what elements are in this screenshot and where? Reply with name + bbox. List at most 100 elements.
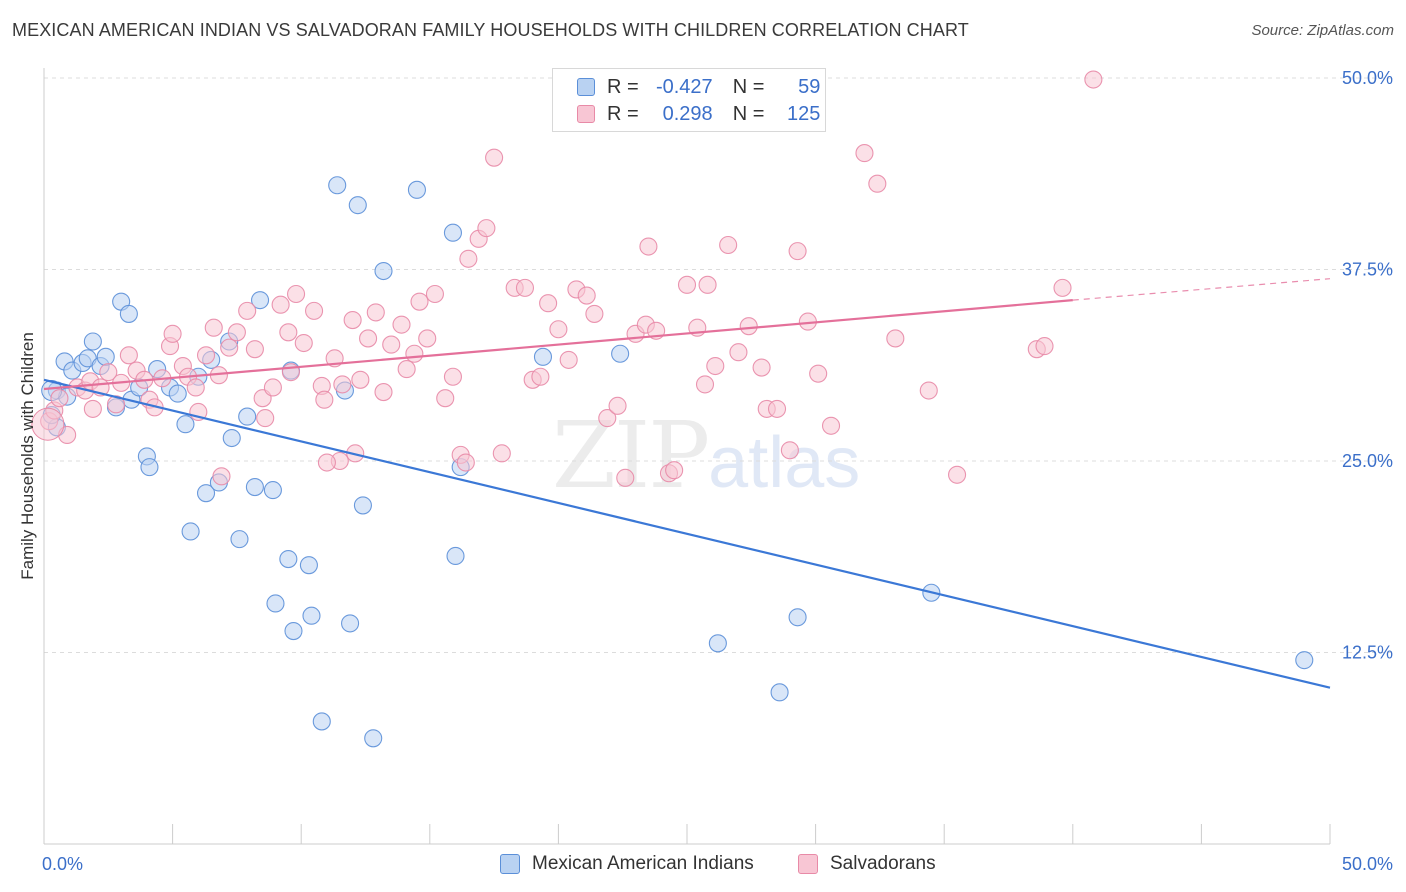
legend-swatch-pink — [577, 105, 595, 123]
bottom-legend-label-pink: Salvadorans — [830, 853, 936, 874]
salvadorans-point — [886, 329, 905, 348]
salvadorans-point — [577, 286, 596, 305]
salvadorans-point — [788, 242, 807, 261]
salvadorans-point — [639, 237, 658, 256]
x-tick-label: 0.0% — [42, 854, 83, 874]
salvadorans-point — [305, 301, 324, 320]
salvadorans-point — [186, 378, 205, 397]
salvadorans-point — [868, 174, 887, 193]
salvadorans-point — [459, 249, 478, 268]
salvadorans-point — [616, 468, 635, 487]
series-salvadorans — [31, 70, 1103, 487]
salvadorans-point — [287, 284, 306, 304]
salvadorans-point — [752, 358, 771, 377]
mexican-american-indians-point — [611, 344, 630, 363]
legend-row-pink: R = 0.298 N = 125 — [577, 102, 820, 126]
mexican-american-indians-point — [299, 556, 318, 575]
salvadorans-point — [405, 344, 424, 363]
salvadorans-point — [855, 144, 874, 163]
mexican-american-indians-point — [443, 223, 462, 242]
salvadorans-point — [397, 360, 416, 379]
mexican-american-indians-point — [181, 522, 200, 541]
mexican-american-indians-point — [312, 712, 331, 731]
mexican-american-indians-point — [176, 415, 195, 434]
mexican-american-indians-point — [328, 176, 347, 195]
salvadorans-point — [706, 356, 725, 376]
salvadorans-point — [119, 346, 138, 365]
salvadorans-point — [443, 367, 462, 386]
salvadorans-point — [665, 461, 684, 480]
mexican-american-indians-point — [83, 332, 102, 351]
y-tick-label: 12.5% — [1342, 643, 1393, 663]
source-credit: Source: ZipAtlas.com — [1251, 22, 1394, 39]
salvadorans-point — [821, 416, 841, 435]
salvadorans-point — [698, 275, 717, 294]
salvadorans-point — [456, 453, 475, 472]
mexican-american-indians-point — [533, 347, 553, 366]
salvadorans-point — [392, 315, 411, 334]
mexican-american-indians-point — [788, 608, 807, 627]
salvadorans-point — [477, 219, 496, 238]
salvadorans-point — [585, 304, 604, 323]
legend-r-value: -0.427 — [655, 75, 713, 98]
y-tick-label: 37.5% — [1342, 260, 1393, 280]
salvadorans-point — [410, 292, 429, 311]
salvadorans-point — [245, 340, 264, 359]
y-tick-label: 50.0% — [1342, 68, 1393, 88]
salvadorans-point — [366, 303, 385, 322]
chart-title: MEXICAN AMERICAN INDIAN VS SALVADORAN FA… — [12, 20, 969, 40]
legend-r-label: R = — [607, 75, 639, 98]
mexican-american-indians-point — [222, 428, 241, 448]
bottom-legend-pink: Salvadorans — [798, 852, 936, 876]
salvadorans-point — [220, 338, 239, 357]
legend-n-label: N = — [732, 102, 765, 125]
salvadorans-point — [767, 399, 787, 418]
legend-r-label: R = — [607, 102, 639, 125]
salvadorans-point — [106, 395, 126, 414]
salvadorans-point — [485, 148, 504, 167]
salvadorans-point — [948, 465, 967, 484]
salvadorans-point — [238, 301, 257, 320]
correlation-legend: R = -0.427 N = 59 R = 0.298 N = 125 — [552, 68, 826, 132]
mexican-american-indians-point — [266, 594, 285, 613]
legend-n-label: N = — [732, 75, 765, 98]
salvadorans-point — [559, 350, 578, 369]
salvadorans-point — [539, 294, 558, 313]
legend-swatch-blue — [577, 78, 595, 96]
salvadorans-point — [343, 311, 362, 330]
salvadorans-point — [263, 378, 282, 397]
salvadorans-point — [492, 444, 511, 463]
mexican-american-indians-point — [279, 549, 298, 569]
salvadorans-point — [374, 383, 393, 402]
salvadorans-point — [256, 409, 275, 428]
mexican-american-indians-point — [374, 261, 393, 281]
legend-row-blue: R = -0.427 N = 59 — [577, 75, 820, 99]
watermark: ZIPatlas — [552, 402, 860, 509]
salvadorans-point — [739, 317, 758, 336]
mexican-american-indians-point — [770, 683, 789, 702]
salvadorans-point — [515, 278, 535, 297]
salvadorans-point — [1053, 278, 1072, 297]
bottom-legend-blue: Mexican American Indians — [500, 852, 754, 876]
salvadorans-point — [279, 323, 298, 342]
trend-line-mexican-american-indians — [43, 378, 1331, 689]
salvadorans-point — [549, 320, 568, 339]
salvadorans-point — [608, 396, 627, 415]
bottom-legend-label-blue: Mexican American Indians — [532, 853, 754, 874]
salvadorans-point — [1035, 337, 1054, 356]
bottom-legend-swatch-pink — [798, 854, 818, 874]
salvadorans-point — [719, 235, 738, 255]
mexican-american-indians-point — [168, 384, 187, 403]
salvadorans-point — [436, 389, 455, 408]
mexican-american-indians-point — [284, 622, 303, 641]
mexican-american-indians-point — [196, 484, 216, 503]
salvadorans-point — [382, 335, 401, 354]
salvadorans-point — [212, 467, 231, 486]
salvadorans-point — [333, 375, 352, 394]
trend-lines — [43, 278, 1331, 689]
mexican-american-indians-point — [238, 407, 257, 426]
salvadorans-point — [317, 453, 336, 472]
mexican-american-indians-point — [250, 291, 270, 310]
trend-line-salvadorans-extension — [1072, 278, 1331, 301]
